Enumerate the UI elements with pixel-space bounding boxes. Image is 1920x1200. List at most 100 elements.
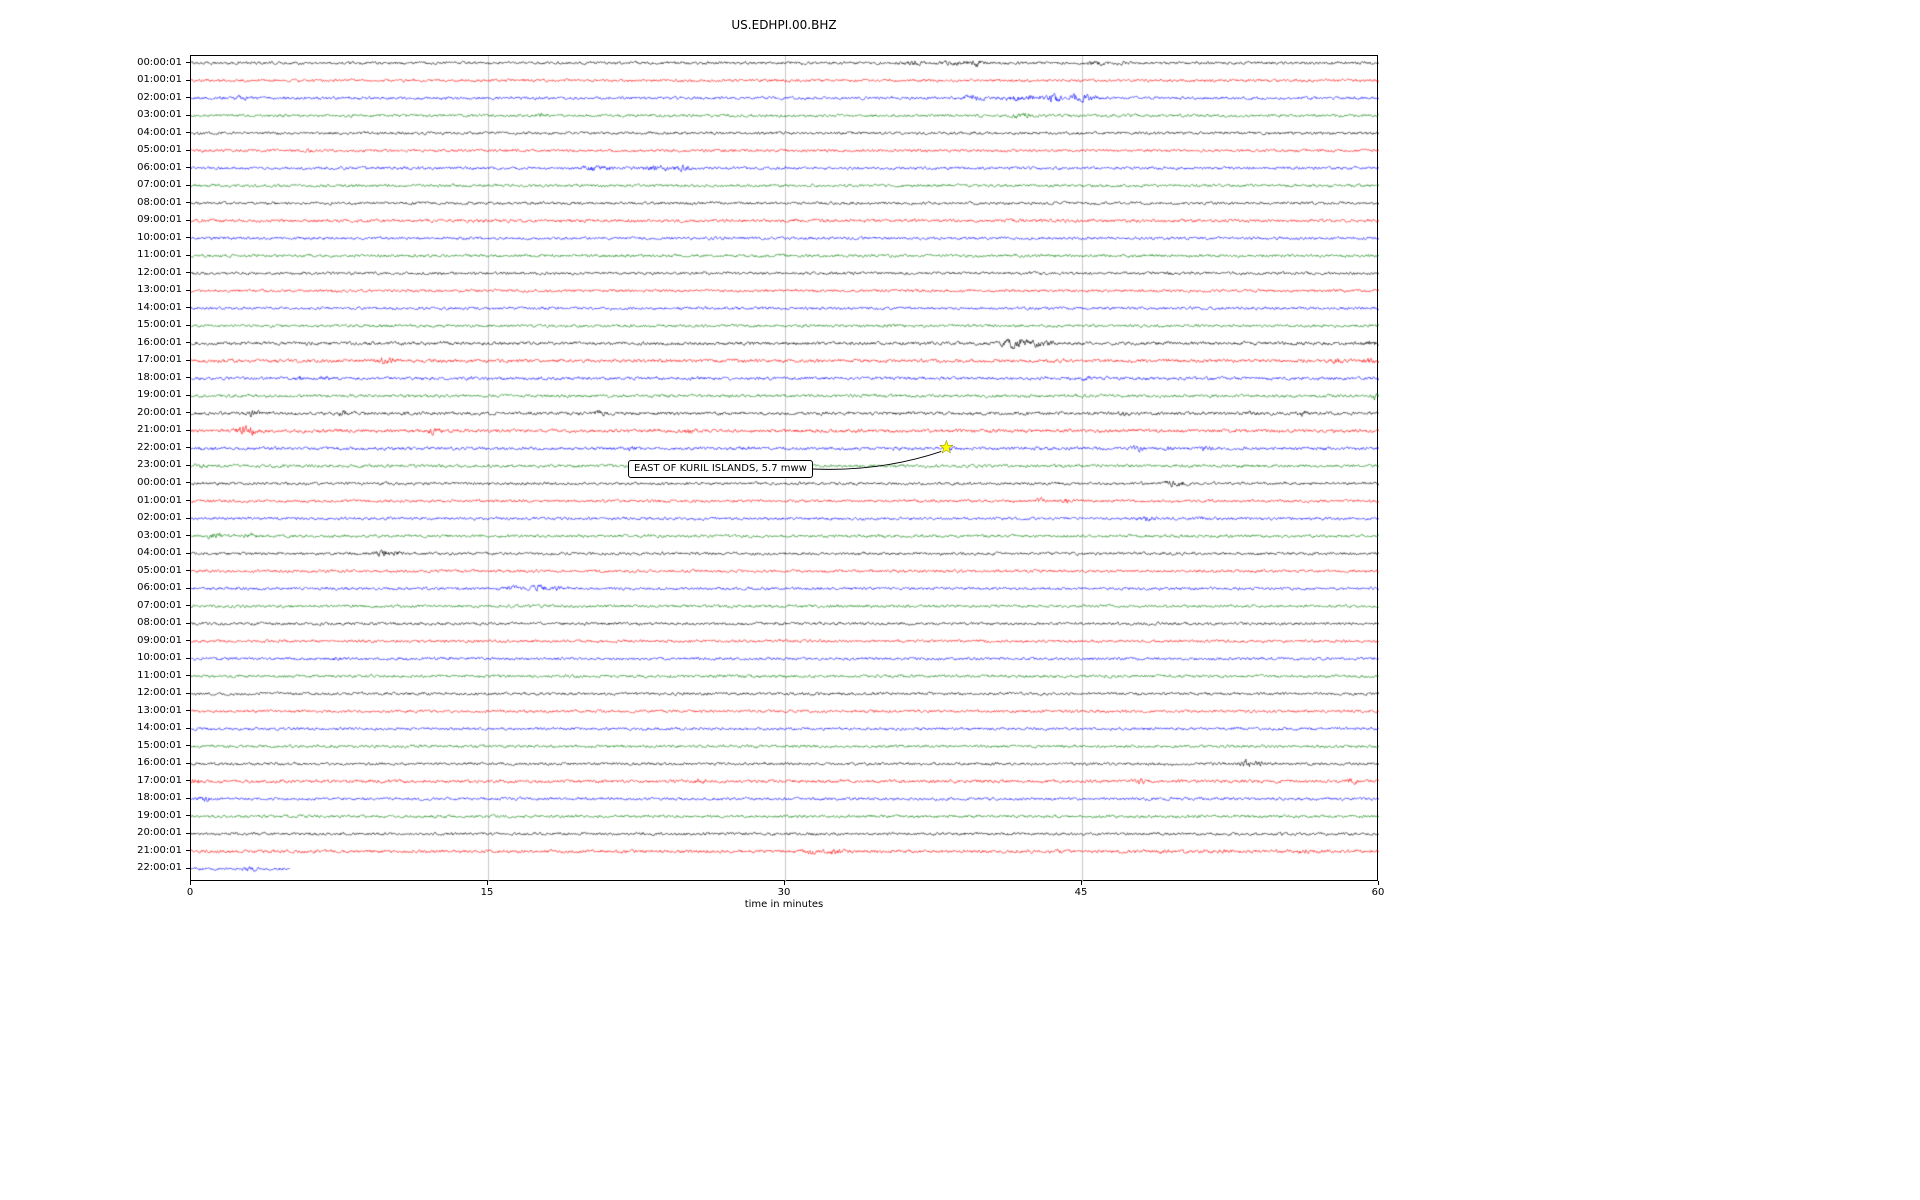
y-tick-label: 09:00:01 [137, 214, 182, 226]
y-tick-label: 02:00:01 [137, 512, 182, 524]
y-tick-mark [186, 272, 190, 274]
y-tick-mark [186, 79, 190, 81]
y-tick-label: 01:00:01 [137, 494, 182, 506]
y-tick-label: 06:00:01 [137, 582, 182, 594]
y-tick-mark [186, 167, 190, 169]
y-tick-mark [186, 692, 190, 694]
y-tick-mark [186, 447, 190, 449]
y-tick-label: 07:00:01 [137, 599, 182, 611]
y-tick-label: 19:00:01 [137, 389, 182, 401]
y-tick-mark [186, 307, 190, 309]
x-tick-mark [1081, 881, 1082, 885]
y-tick-mark [186, 657, 190, 659]
y-tick-label: 11:00:01 [137, 249, 182, 261]
y-tick-mark [186, 482, 190, 484]
y-tick-mark [186, 377, 190, 379]
y-tick-label: 02:00:01 [137, 91, 182, 103]
x-tick-label: 30 [777, 887, 791, 898]
y-tick-label: 03:00:01 [137, 529, 182, 541]
y-tick-label: 12:00:01 [137, 266, 182, 278]
y-tick-mark [186, 587, 190, 589]
x-tick-label: 45 [1074, 887, 1088, 898]
y-tick-mark [186, 114, 190, 116]
y-tick-mark [186, 517, 190, 519]
y-tick-mark [186, 342, 190, 344]
y-tick-label: 14:00:01 [137, 722, 182, 734]
plot-title: US.EDHPI.00.BHZ [731, 18, 837, 32]
y-tick-label: 13:00:01 [137, 704, 182, 716]
y-tick-label: 18:00:01 [137, 792, 182, 804]
y-tick-label: 22:00:01 [137, 441, 182, 453]
y-tick-mark [186, 464, 190, 466]
y-tick-label: 22:00:01 [137, 862, 182, 874]
y-tick-label: 07:00:01 [137, 179, 182, 191]
y-tick-mark [186, 815, 190, 817]
y-tick-label: 21:00:01 [137, 844, 182, 856]
y-tick-mark [186, 254, 190, 256]
y-tick-label: 00:00:01 [137, 476, 182, 488]
event-annotation: EAST OF KURIL ISLANDS, 5.7 mww [628, 460, 813, 478]
y-tick-mark [186, 237, 190, 239]
y-tick-mark [186, 289, 190, 291]
x-axis-title: time in minutes [744, 899, 824, 910]
y-tick-label: 16:00:01 [137, 336, 182, 348]
y-tick-label: 16:00:01 [137, 757, 182, 769]
x-tick-mark [487, 881, 488, 885]
y-tick-label: 20:00:01 [137, 406, 182, 418]
y-tick-mark [186, 745, 190, 747]
y-tick-label: 17:00:01 [137, 354, 182, 366]
y-tick-mark [186, 552, 190, 554]
y-tick-mark [186, 762, 190, 764]
y-tick-mark [186, 832, 190, 834]
y-tick-mark [186, 622, 190, 624]
y-tick-label: 19:00:01 [137, 809, 182, 821]
y-tick-mark [186, 850, 190, 852]
y-tick-mark [186, 710, 190, 712]
y-tick-mark [186, 675, 190, 677]
y-tick-mark [186, 570, 190, 572]
x-tick-mark [1378, 881, 1379, 885]
y-tick-mark [186, 149, 190, 151]
x-tick-label: 60 [1371, 887, 1385, 898]
y-tick-mark [186, 780, 190, 782]
y-tick-mark [186, 640, 190, 642]
y-tick-label: 09:00:01 [137, 634, 182, 646]
y-tick-mark [186, 219, 190, 221]
y-tick-label: 20:00:01 [137, 827, 182, 839]
y-tick-label: 10:00:01 [137, 231, 182, 243]
y-tick-label: 05:00:01 [137, 564, 182, 576]
y-tick-mark [186, 867, 190, 869]
y-tick-label: 10:00:01 [137, 652, 182, 664]
y-tick-label: 14:00:01 [137, 301, 182, 313]
y-tick-label: 12:00:01 [137, 687, 182, 699]
y-tick-label: 01:00:01 [137, 74, 182, 86]
y-tick-label: 04:00:01 [137, 547, 182, 559]
y-tick-label: 04:00:01 [137, 126, 182, 138]
y-tick-mark [186, 62, 190, 63]
x-tick-label: 0 [186, 887, 194, 898]
y-tick-mark [186, 324, 190, 326]
y-tick-label: 11:00:01 [137, 669, 182, 681]
y-tick-label: 08:00:01 [137, 196, 182, 208]
y-tick-label: 23:00:01 [137, 459, 182, 471]
y-tick-mark [186, 727, 190, 729]
y-tick-mark [186, 412, 190, 414]
y-tick-label: 17:00:01 [137, 774, 182, 786]
y-tick-mark [186, 797, 190, 799]
y-tick-label: 13:00:01 [137, 284, 182, 296]
y-tick-label: 21:00:01 [137, 424, 182, 436]
y-tick-label: 15:00:01 [137, 739, 182, 751]
x-tick-mark [784, 881, 785, 885]
y-tick-label: 18:00:01 [137, 371, 182, 383]
y-tick-label: 05:00:01 [137, 144, 182, 156]
y-tick-mark [186, 97, 190, 99]
y-tick-label: 08:00:01 [137, 617, 182, 629]
y-tick-label: 15:00:01 [137, 319, 182, 331]
y-tick-label: 06:00:01 [137, 161, 182, 173]
y-tick-mark [186, 535, 190, 537]
x-tick-mark [190, 881, 191, 885]
y-tick-mark [186, 202, 190, 204]
y-tick-mark [186, 605, 190, 607]
y-tick-mark [186, 394, 190, 396]
y-tick-mark [186, 184, 190, 186]
